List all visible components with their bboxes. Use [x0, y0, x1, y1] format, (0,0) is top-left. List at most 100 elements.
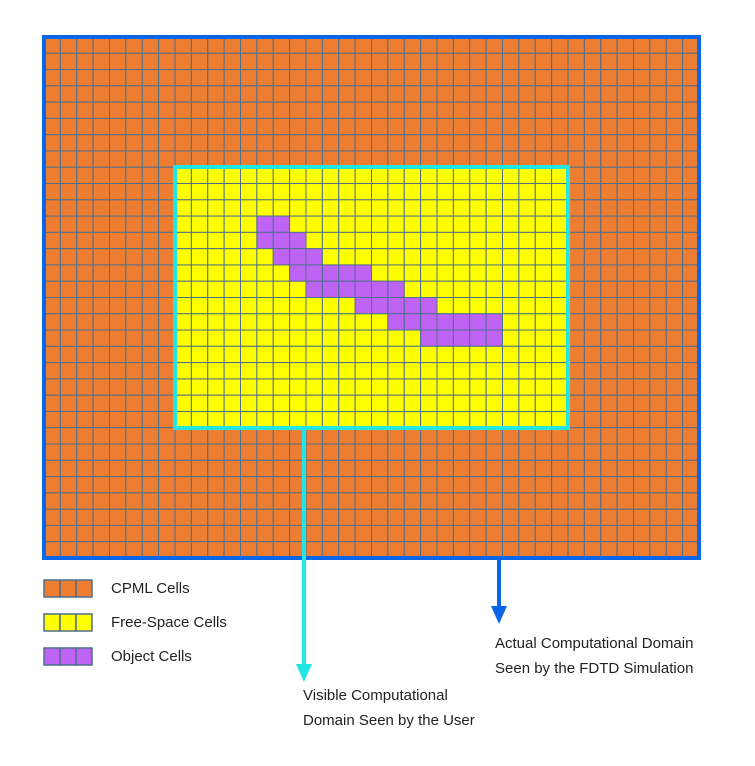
cell [256, 69, 274, 87]
cell [682, 345, 700, 364]
cell [387, 215, 405, 233]
cell [272, 248, 291, 266]
cell [76, 199, 94, 217]
cell [452, 492, 471, 510]
cell [469, 443, 487, 461]
cell [158, 166, 176, 185]
cell [682, 459, 700, 478]
cell [387, 524, 405, 543]
cell [633, 443, 651, 461]
cell [485, 199, 503, 217]
cell [141, 166, 160, 185]
cell [338, 394, 356, 412]
cell [371, 345, 389, 364]
cell [452, 378, 471, 396]
cell [190, 85, 209, 103]
cell [518, 101, 536, 119]
cell [141, 427, 160, 445]
cell [354, 508, 372, 526]
cell [76, 459, 94, 478]
cell [534, 345, 553, 364]
cell [158, 36, 176, 54]
cell [616, 215, 634, 233]
cell [321, 297, 340, 315]
cell [502, 329, 520, 347]
cell [600, 297, 618, 315]
cell [174, 183, 192, 201]
cell [518, 427, 536, 445]
cell [158, 362, 176, 380]
cell [321, 492, 340, 510]
cell [240, 101, 258, 119]
cell [190, 313, 209, 331]
cell [452, 280, 471, 298]
cell [436, 297, 454, 315]
legend-swatch-cell [59, 579, 77, 598]
cell [59, 166, 78, 185]
cell [272, 508, 291, 526]
cell [207, 345, 225, 364]
cell [567, 199, 585, 217]
cell [305, 394, 323, 412]
cell [92, 231, 110, 250]
cell [109, 36, 127, 54]
cell [387, 410, 405, 429]
cell [109, 508, 127, 526]
cell [207, 508, 225, 526]
cell-grid [43, 36, 700, 559]
cell [338, 378, 356, 396]
cell [92, 443, 110, 461]
cell [158, 427, 176, 445]
cell [207, 443, 225, 461]
cell [190, 231, 209, 250]
cell [469, 85, 487, 103]
cell [469, 150, 487, 168]
cell [190, 459, 209, 478]
cell [272, 36, 291, 54]
cell [649, 362, 667, 380]
cell [518, 134, 536, 152]
cell [59, 541, 78, 559]
cell [240, 150, 258, 168]
cell [567, 150, 585, 168]
cell [109, 492, 127, 510]
cell [59, 410, 78, 429]
cell [338, 280, 356, 298]
cell [43, 134, 61, 152]
cell [338, 524, 356, 543]
cell [59, 117, 78, 136]
cell [600, 508, 618, 526]
cell [420, 313, 438, 331]
cell [436, 183, 454, 201]
cell [207, 264, 225, 282]
cell [371, 508, 389, 526]
cell [567, 410, 585, 429]
cell [665, 443, 684, 461]
cell [92, 85, 110, 103]
cell [583, 492, 602, 510]
cell [485, 492, 503, 510]
cell [207, 524, 225, 543]
cell [354, 264, 372, 282]
cell [305, 459, 323, 478]
cell [469, 508, 487, 526]
cell [43, 378, 61, 396]
cell [518, 117, 536, 136]
cell [616, 36, 634, 54]
cell [502, 476, 520, 494]
cell [272, 297, 291, 315]
cell [371, 231, 389, 250]
cell [125, 101, 143, 119]
cell [469, 524, 487, 543]
cell [141, 36, 160, 54]
cell [600, 264, 618, 282]
cell [502, 541, 520, 559]
cell [371, 166, 389, 185]
cell [469, 378, 487, 396]
cell [616, 117, 634, 136]
cell [583, 313, 602, 331]
cell [502, 313, 520, 331]
cell [371, 378, 389, 396]
cell [567, 345, 585, 364]
cell [272, 329, 291, 347]
